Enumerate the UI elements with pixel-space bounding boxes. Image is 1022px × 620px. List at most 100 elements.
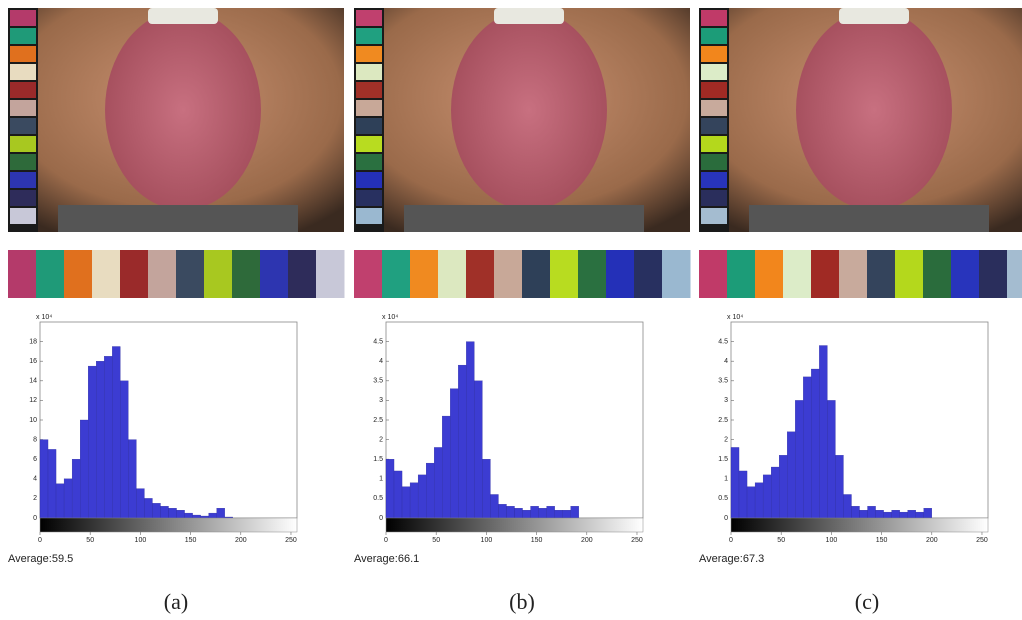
y-tick-label: 10 — [29, 417, 37, 424]
side-swatch — [10, 28, 36, 44]
side-swatch — [701, 100, 727, 116]
side-swatch — [701, 28, 727, 44]
y-tick-label: 8 — [33, 436, 37, 443]
strip-swatch — [979, 250, 1008, 298]
histogram-bar — [923, 508, 932, 519]
histogram-bar — [168, 508, 177, 519]
side-swatch — [356, 100, 382, 116]
y-tick-label: 3.5 — [718, 378, 728, 385]
y-tick-label: 4 — [379, 358, 383, 365]
chin-rest — [58, 205, 298, 232]
side-swatch — [701, 172, 727, 188]
y-tick-label: 6 — [33, 456, 37, 463]
histogram-bar — [730, 447, 740, 519]
histogram-bar — [498, 504, 507, 519]
side-swatch — [701, 10, 727, 26]
histogram-bar — [875, 510, 884, 519]
strip-swatch — [120, 250, 149, 298]
caption: (a) — [164, 589, 188, 614]
y-tick-label: 0 — [724, 515, 728, 522]
histogram-bar — [442, 415, 451, 519]
side-swatch — [701, 46, 727, 62]
strip-swatch — [550, 250, 579, 298]
strip-swatch — [606, 250, 635, 298]
y-tick-label: 14 — [29, 378, 37, 385]
strip-swatch — [923, 250, 952, 298]
x-tick-label: 150 — [876, 537, 888, 544]
y-scale-label: x 10⁴ — [727, 314, 743, 321]
side-swatch — [701, 208, 727, 224]
histogram-bar — [915, 511, 924, 519]
side-swatch — [10, 100, 36, 116]
strip-swatch — [951, 250, 980, 298]
histogram-bar — [787, 431, 796, 519]
histogram-bar — [128, 439, 137, 519]
histogram-bar — [779, 455, 788, 519]
x-tick-label: 50 — [432, 537, 440, 544]
strip-swatch — [466, 250, 495, 298]
strip-swatch — [8, 250, 37, 298]
caption: (c) — [855, 589, 879, 614]
strip-swatch — [260, 250, 289, 298]
side-swatch — [356, 190, 382, 206]
histogram-bar — [738, 470, 748, 519]
histogram-bar — [883, 511, 892, 519]
histogram-bar — [136, 488, 145, 519]
side-swatch — [10, 118, 36, 134]
side-swatch — [10, 64, 36, 80]
side-swatch — [356, 154, 382, 170]
side-swatch — [701, 136, 727, 152]
histogram-bar — [795, 400, 804, 519]
histogram-bar — [385, 459, 395, 519]
side-swatch — [701, 118, 727, 134]
caption: (b) — [509, 589, 535, 614]
strip-swatch — [176, 250, 205, 298]
histogram-bar — [907, 510, 916, 519]
gray-colorbar — [385, 517, 644, 533]
histogram-bar — [827, 400, 836, 519]
histogram-bar — [867, 506, 876, 519]
x-tick-label: 100 — [826, 537, 838, 544]
y-tick-label: 2.5 — [373, 417, 383, 424]
x-tick-label: 150 — [531, 537, 543, 544]
side-swatch — [10, 190, 36, 206]
histogram-bar — [482, 459, 491, 519]
histogram-bar — [843, 494, 852, 519]
histogram-bar — [63, 478, 73, 519]
histogram-bar — [899, 511, 908, 519]
y-tick-label: 2 — [379, 436, 383, 443]
histogram-bar — [47, 449, 57, 519]
gray-colorbar — [39, 517, 298, 533]
side-swatch — [356, 172, 382, 188]
y-tick-label: 3.5 — [373, 378, 383, 385]
chin-rest — [749, 205, 989, 232]
strip-swatch — [839, 250, 868, 298]
histogram-bar — [490, 494, 499, 519]
strip-swatch — [438, 250, 467, 298]
strip-swatch — [699, 250, 728, 298]
side-swatch — [10, 136, 36, 152]
y-tick-label: 4.5 — [373, 338, 383, 345]
histogram-bar — [112, 346, 121, 519]
histogram-bar — [393, 470, 403, 519]
y-tick-label: 2 — [724, 436, 728, 443]
histogram-bar — [474, 380, 483, 519]
strip-swatch — [64, 250, 93, 298]
y-tick-label: 0.5 — [373, 495, 383, 502]
side-swatch — [10, 208, 36, 224]
histogram-bar — [409, 482, 419, 519]
histogram-bar — [538, 508, 547, 519]
strip-swatch — [494, 250, 523, 298]
histogram-bar — [450, 388, 459, 519]
side-swatch — [356, 64, 382, 80]
tongue — [796, 10, 952, 210]
strip-swatch — [727, 250, 756, 298]
strip-swatch — [204, 250, 233, 298]
strip-swatch — [410, 250, 439, 298]
y-tick-label: 1.5 — [718, 456, 728, 463]
histogram-bar — [835, 455, 844, 519]
side-swatch — [10, 10, 36, 26]
x-tick-label: 50 — [86, 537, 94, 544]
strip-swatch — [288, 250, 317, 298]
